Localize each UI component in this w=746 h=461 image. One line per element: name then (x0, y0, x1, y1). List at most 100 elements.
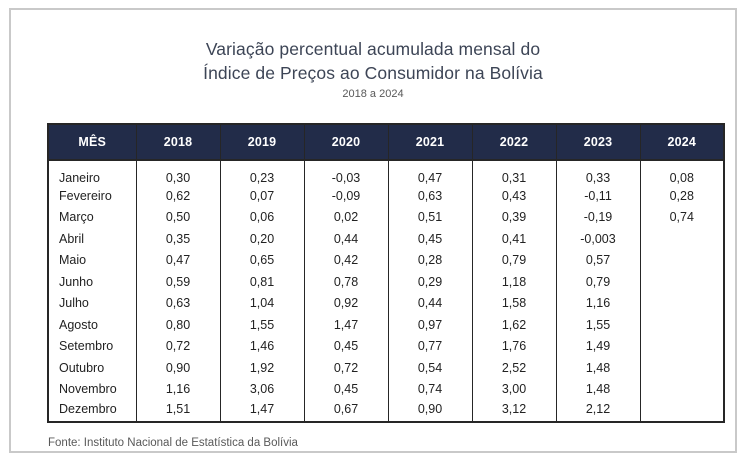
value-cell: 1,04 (219, 292, 305, 314)
value-cell: 0,42 (303, 249, 389, 271)
table-row: Março 0,50 0,06 0,02 0,51 0,39 -0,19 0,74 (47, 206, 725, 228)
table-row: Fevereiro 0,62 0,07 -0,09 0,63 0,43 -0,11 0,28 (47, 185, 725, 207)
value-cell: 0,30 (135, 160, 221, 185)
chart-subtitle: 2018 a 2024 (342, 88, 404, 100)
value-cell (639, 378, 725, 400)
table-row: Agosto 0,80 1,55 1,47 0,97 1,62 1,55 (47, 314, 725, 336)
value-cell: 0,90 (387, 400, 473, 422)
value-cell: 1,47 (303, 314, 389, 336)
value-cell: 0,23 (219, 160, 305, 185)
table-header-row: MÊS 2018 2019 2020 2021 2022 2023 2024 (47, 124, 725, 161)
value-cell: 1,55 (219, 314, 305, 336)
value-cell: 0,59 (135, 271, 221, 293)
month-cell: Fevereiro (47, 185, 137, 207)
table-row: Julho 0,63 1,04 0,92 0,44 1,58 1,16 (47, 292, 725, 314)
year-column-header: 2022 (471, 124, 557, 161)
value-cell: 0,06 (219, 206, 305, 228)
value-cell: 0,45 (303, 378, 389, 400)
value-cell: 0,80 (135, 314, 221, 336)
value-cell: 0,79 (471, 249, 557, 271)
value-cell: 0,78 (303, 271, 389, 293)
value-cell (639, 228, 725, 250)
table-row: Outubro 0,90 1,92 0,72 0,54 2,52 1,48 (47, 357, 725, 379)
value-cell (639, 249, 725, 271)
chart-title-line2: Índice de Preços ao Consumidor na Bolívi… (203, 63, 543, 83)
value-cell: 0,50 (135, 206, 221, 228)
value-cell: 0,31 (471, 160, 557, 185)
value-cell: 0,02 (303, 206, 389, 228)
value-cell: 0,29 (387, 271, 473, 293)
value-cell: 0,79 (555, 271, 641, 293)
value-cell: 0,43 (471, 185, 557, 207)
value-cell: 1,47 (219, 400, 305, 422)
value-cell: 2,12 (555, 400, 641, 422)
value-cell: 0,81 (219, 271, 305, 293)
month-cell: Março (47, 206, 137, 228)
value-cell: 0,45 (303, 335, 389, 357)
value-cell: 0,63 (135, 292, 221, 314)
value-cell (639, 400, 725, 422)
value-cell: 1,51 (135, 400, 221, 422)
value-cell: 0,74 (639, 206, 725, 228)
value-cell: -0,03 (303, 160, 389, 185)
year-column-header: 2024 (639, 124, 725, 161)
value-cell: 1,16 (555, 292, 641, 314)
value-cell: 0,65 (219, 249, 305, 271)
value-cell: 0,08 (639, 160, 725, 185)
value-cell: 0,44 (303, 228, 389, 250)
table-body: Janeiro 0,30 0,23 -0,03 0,47 0,31 0,33 0,08 Feve… (47, 160, 725, 422)
month-cell: Outubro (47, 357, 137, 379)
value-cell: 1,58 (471, 292, 557, 314)
value-cell: 3,12 (471, 400, 557, 422)
value-cell: 0,57 (555, 249, 641, 271)
value-cell: 1,76 (471, 335, 557, 357)
value-cell: -0,19 (555, 206, 641, 228)
source-note: Fonte: Instituto Nacional de Estatística… (48, 437, 298, 449)
value-cell: 0,39 (471, 206, 557, 228)
month-cell: Setembro (47, 335, 137, 357)
value-cell: -0,09 (303, 185, 389, 207)
value-cell: 1,92 (219, 357, 305, 379)
table-row: Junho 0,59 0,81 0,78 0,29 1,18 0,79 (47, 271, 725, 293)
value-cell: 0,63 (387, 185, 473, 207)
value-cell: 1,18 (471, 271, 557, 293)
value-cell: 0,41 (471, 228, 557, 250)
value-cell: 0,45 (387, 228, 473, 250)
value-cell: 0,92 (303, 292, 389, 314)
value-cell: 3,00 (471, 378, 557, 400)
value-cell: 0,72 (303, 357, 389, 379)
value-cell: 0,72 (135, 335, 221, 357)
month-cell: Dezembro (47, 400, 137, 422)
value-cell: 0,20 (219, 228, 305, 250)
value-cell: 0,28 (639, 185, 725, 207)
value-cell: 1,46 (219, 335, 305, 357)
value-cell: -0,003 (555, 228, 641, 250)
table-row: Setembro 0,72 1,46 0,45 0,77 1,76 1,49 (47, 335, 725, 357)
value-cell (639, 271, 725, 293)
month-cell: Novembro (47, 378, 137, 400)
value-cell: 0,47 (135, 249, 221, 271)
value-cell: 1,48 (555, 357, 641, 379)
month-cell: Agosto (47, 314, 137, 336)
value-cell: 3,06 (219, 378, 305, 400)
value-cell: 0,44 (387, 292, 473, 314)
value-cell: -0,11 (555, 185, 641, 207)
month-cell: Maio (47, 249, 137, 271)
table-row: Novembro 1,16 3,06 0,45 0,74 3,00 1,48 (47, 378, 725, 400)
value-cell: 0,77 (387, 335, 473, 357)
table-row: Maio 0,47 0,65 0,42 0,28 0,79 0,57 (47, 249, 725, 271)
chart-title-line1: Variação percentual acumulada mensal do (205, 39, 541, 59)
year-column-header: 2023 (555, 124, 641, 161)
value-cell: 0,97 (387, 314, 473, 336)
year-column-header: 2020 (303, 124, 389, 161)
ipc-data-table: MÊS 2018 2019 2020 2021 2022 2023 2024 Janeiro 0… (47, 123, 725, 423)
month-column-header: MÊS (47, 124, 137, 161)
figure-frame: Variação percentual acumulada mensal do … (9, 8, 737, 453)
value-cell: 1,49 (555, 335, 641, 357)
value-cell: 1,62 (471, 314, 557, 336)
value-cell (639, 292, 725, 314)
value-cell: 2,52 (471, 357, 557, 379)
value-cell: 0,07 (219, 185, 305, 207)
year-column-header: 2019 (219, 124, 305, 161)
year-column-header: 2021 (387, 124, 473, 161)
